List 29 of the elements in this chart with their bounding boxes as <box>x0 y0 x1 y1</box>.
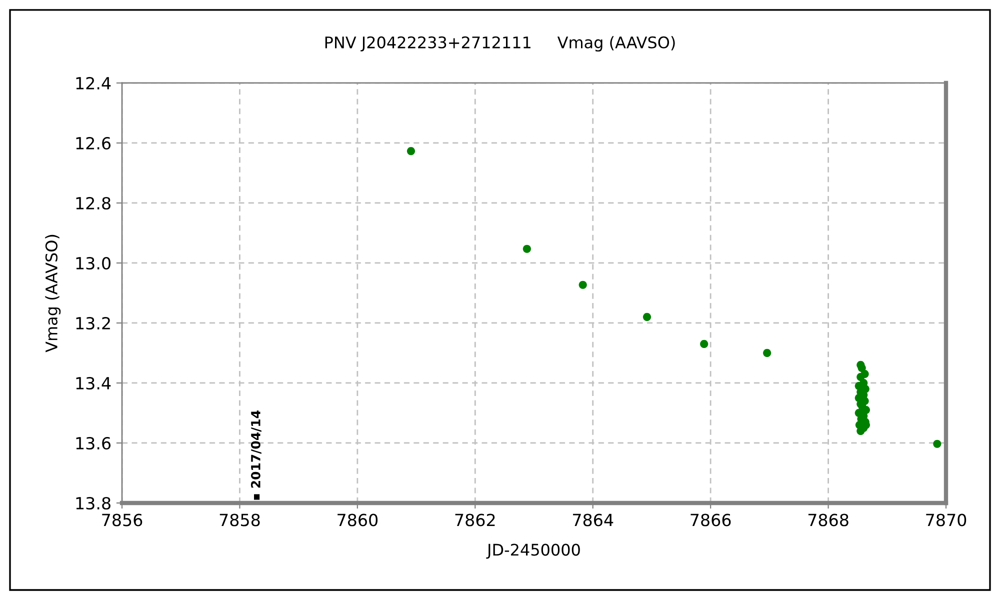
y-tick-label: 13.8 <box>76 496 110 510</box>
y-tick-label: 13.0 <box>76 256 110 270</box>
y-tick-label: 12.8 <box>76 196 110 210</box>
x-tick-label: 7868 <box>808 514 848 526</box>
point <box>933 440 942 448</box>
x-tick-label: 7858 <box>220 514 260 526</box>
point <box>578 280 587 289</box>
x-tick-label: 7870 <box>926 514 966 526</box>
point <box>406 147 416 156</box>
y-tick-label: 12.6 <box>76 136 111 150</box>
x-tick-label: 7862 <box>455 514 495 526</box>
point <box>700 340 708 348</box>
x-tick-label: 7866 <box>690 514 731 526</box>
point <box>856 372 865 382</box>
x-tick-label: 7856 <box>102 514 142 526</box>
point <box>254 494 260 500</box>
point <box>642 312 652 322</box>
x-tick-label: 7860 <box>338 514 378 526</box>
point <box>763 348 772 358</box>
y-tick-label: 13.6 <box>76 436 111 450</box>
annotation: 2017/04/14 <box>250 410 262 488</box>
chart-title: PNV J20422233+2712111 Vmag (AAVSO) <box>325 36 675 52</box>
x-axis-title: JD-2450000 <box>486 544 580 559</box>
point <box>522 244 531 253</box>
y-tick-label: 13.4 <box>76 376 111 390</box>
y-tick-label: 12.4 <box>76 76 111 90</box>
y-tick-label: 13.2 <box>76 316 110 330</box>
x-tick-label: 7864 <box>573 514 614 526</box>
y-axis-title: Vmag (AAVSO) <box>45 234 61 352</box>
